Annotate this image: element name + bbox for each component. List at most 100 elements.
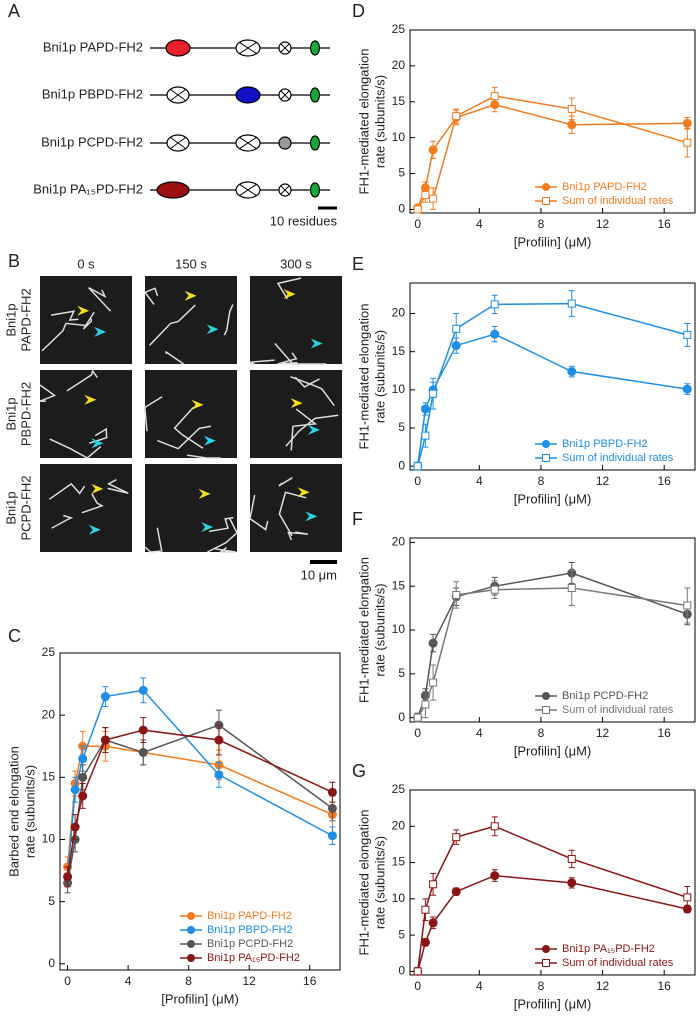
x-tick-label: 16	[658, 726, 672, 740]
x-tick-label: 8	[538, 979, 545, 993]
marker	[683, 601, 692, 610]
filament	[276, 277, 302, 300]
y-tick-label: 5	[398, 420, 405, 434]
micrograph	[40, 464, 132, 552]
legend-label: Bni1p PA₁₅PD-FH2	[562, 943, 655, 955]
arrowhead	[94, 326, 107, 337]
arrowhead	[305, 511, 318, 522]
y-tick-label: 15	[392, 94, 406, 108]
x-tick-label: 8	[185, 974, 192, 988]
domain	[156, 181, 190, 199]
marker	[428, 638, 438, 648]
scale-bar-label: 10 residues	[270, 213, 338, 228]
construct-label: Bni1p PCPD-FH2	[41, 134, 143, 149]
y-tick-label: 0	[398, 202, 405, 216]
arrowhead	[91, 438, 104, 449]
marker	[490, 585, 499, 594]
marker	[567, 854, 576, 863]
filament	[285, 414, 339, 447]
filament	[149, 304, 196, 346]
panel-label: D	[352, 1, 365, 21]
x-axis-label: [Profilin] (μM)	[514, 996, 592, 1011]
y-tick-label: 20	[42, 707, 56, 721]
y-tick-label: 5	[398, 666, 405, 680]
y-tick-label: 5	[398, 927, 405, 941]
y-axis-label: rate (subunits/s)	[372, 583, 387, 676]
marker	[451, 341, 461, 351]
arrowhead	[77, 305, 90, 316]
legend-label: Bni1p PA₁₅PD-FH2	[207, 952, 300, 964]
marker	[421, 700, 430, 709]
filament	[249, 494, 269, 531]
filament	[277, 352, 298, 365]
plot-frame	[409, 29, 696, 214]
legend-label: Sum of individual rates	[562, 195, 674, 207]
arrowhead	[297, 487, 310, 498]
marker	[429, 194, 438, 203]
legend-marker	[187, 912, 195, 920]
marker	[138, 725, 148, 735]
filament	[278, 477, 293, 487]
domain	[235, 86, 261, 104]
micrograph	[145, 370, 237, 458]
marker	[78, 772, 88, 782]
legend-label: Bni1p PCPD-FH2	[562, 690, 648, 702]
marker	[429, 678, 438, 687]
marker	[428, 145, 438, 155]
row-label: Bni1p	[3, 397, 18, 430]
filament	[207, 518, 238, 553]
plot-area	[413, 86, 692, 214]
construct-label: Bni1p PA₁₅PD-FH2	[33, 181, 143, 196]
domain-cross	[280, 185, 290, 195]
marker	[421, 905, 430, 914]
marker	[683, 330, 692, 339]
arrowhead	[91, 483, 104, 494]
marker	[100, 735, 110, 745]
marker	[567, 104, 576, 113]
y-tick-label: 25	[392, 22, 406, 36]
micrograph	[40, 276, 132, 364]
panel-label: E	[352, 254, 364, 274]
row-label: PBPD-FH2	[18, 382, 33, 446]
legend-marker	[542, 440, 550, 448]
filament	[48, 482, 86, 500]
y-tick-label: 20	[392, 58, 406, 72]
marker	[452, 112, 461, 121]
arrowhead	[184, 290, 197, 301]
y-tick-label: 15	[42, 769, 56, 783]
panel-label: B	[8, 251, 20, 271]
y-axis-label: FH1-mediated elongation	[356, 810, 371, 956]
filament	[66, 369, 99, 392]
legend-marker	[187, 954, 195, 962]
marker	[567, 367, 577, 377]
micrograph	[250, 464, 342, 552]
legend-marker	[187, 940, 195, 948]
legend-marker	[542, 692, 550, 700]
filament	[82, 311, 95, 330]
domain-cross	[239, 41, 257, 55]
x-axis-label: [Profilin] (μM)	[514, 743, 592, 758]
x-tick-label: 0	[414, 474, 421, 488]
panel-label: F	[352, 509, 363, 529]
filament	[294, 376, 320, 388]
marker	[420, 937, 430, 947]
domain-cross	[170, 88, 186, 102]
y-axis-label: rate (subunits/s)	[372, 75, 387, 168]
filament	[278, 491, 307, 537]
marker	[490, 329, 500, 339]
legend-marker	[542, 959, 550, 967]
row-label: Bni1p	[3, 303, 18, 336]
series-line	[66, 689, 333, 877]
micrograph	[145, 276, 237, 364]
marker	[421, 191, 430, 200]
y-tick-label: 25	[392, 782, 406, 796]
marker	[682, 904, 692, 914]
filament	[143, 287, 159, 305]
marker	[428, 918, 438, 928]
marker	[138, 685, 148, 695]
filament	[290, 375, 335, 407]
arrowhead	[191, 399, 204, 410]
plot-area	[413, 816, 692, 976]
filament	[88, 287, 112, 312]
